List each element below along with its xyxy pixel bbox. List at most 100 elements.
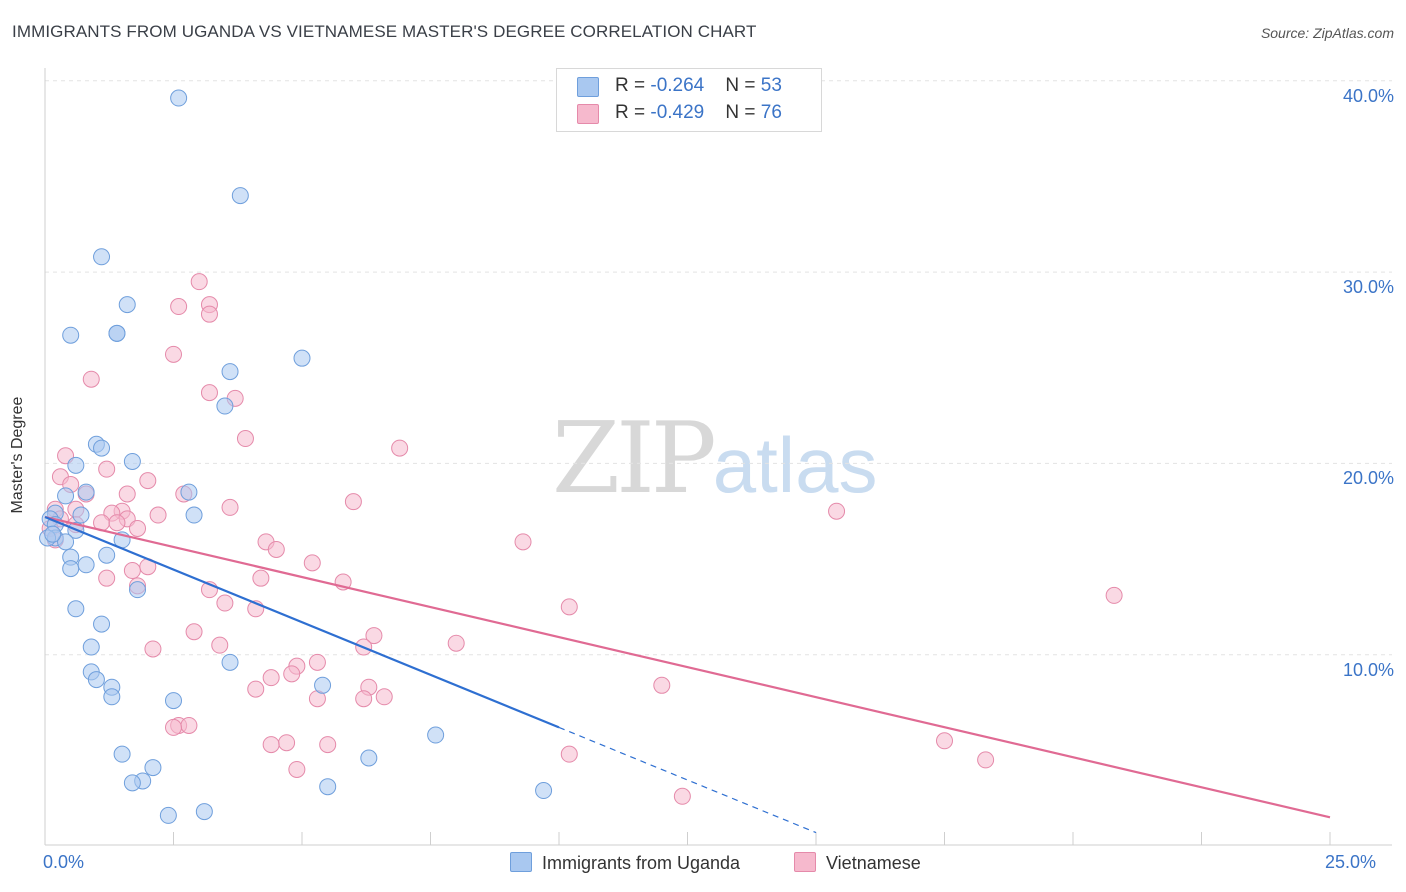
chart-title: IMMIGRANTS FROM UGANDA VS VIETNAMESE MAS…: [12, 22, 757, 41]
y-axis-label: Master's Degree: [9, 396, 26, 514]
vietnamese-point: [236, 430, 254, 448]
vietnamese-point: [185, 623, 203, 641]
vietnamese-point: [560, 745, 578, 763]
bottom-legend-swatch-uganda: [510, 852, 532, 872]
vietnamese-point: [108, 514, 126, 532]
uganda-point: [216, 397, 234, 415]
uganda-point: [221, 363, 239, 381]
vietnamese-point: [303, 554, 321, 572]
legend-swatch-vietnamese: [577, 104, 599, 124]
legend-r-label: R =: [615, 75, 651, 96]
uganda-point: [93, 439, 111, 457]
uganda-point: [185, 506, 203, 524]
vietnamese-point: [560, 598, 578, 616]
uganda-point: [231, 187, 249, 205]
vietnamese-point: [319, 736, 337, 754]
vietnamese-point: [200, 305, 218, 323]
uganda-point: [123, 452, 141, 470]
uganda-point: [62, 560, 80, 578]
source-label: Source: ZipAtlas.com: [1260, 25, 1394, 41]
vietnamese-point: [200, 384, 218, 402]
uganda-point: [165, 692, 182, 710]
uganda-point: [118, 296, 136, 314]
vietnamese-point: [365, 627, 383, 645]
vietnamese-point: [673, 787, 691, 805]
vietnamese-point: [375, 688, 393, 706]
vietnamese-point: [190, 273, 208, 291]
uganda-trend-line-extension: [558, 726, 817, 834]
vietnamese-point: [180, 716, 198, 734]
uganda-point: [293, 349, 311, 367]
vietnamese-point: [447, 634, 465, 652]
vietnamese-point: [936, 732, 953, 750]
uganda-point: [170, 89, 188, 107]
legend-n-value-uganda: 53: [760, 75, 782, 96]
vietnamese-point: [129, 519, 147, 537]
vietnamese-point: [653, 676, 671, 694]
vietnamese-point: [278, 734, 296, 752]
uganda-point: [67, 456, 85, 474]
vietnamese-point: [828, 502, 846, 520]
legend-n-label: N =: [725, 102, 761, 123]
vietnamese-point: [149, 506, 167, 524]
bottom-legend-uganda: Immigrants from Uganda: [510, 852, 740, 874]
vietnamese-point: [252, 569, 270, 587]
vietnamese-point: [267, 540, 285, 558]
axes: [44, 68, 1392, 846]
uganda-point: [103, 688, 121, 706]
uganda-point: [93, 615, 111, 633]
vietnamese-point: [82, 370, 100, 388]
uganda-point: [180, 483, 198, 501]
uganda-point: [113, 745, 131, 763]
uganda-point: [77, 483, 95, 501]
vietnamese-point: [283, 665, 301, 683]
vietnamese-point: [977, 751, 995, 769]
vietnamese-point: [355, 690, 373, 708]
legend-r-value-vietnamese: -0.429: [650, 102, 705, 123]
x-tick-label-min: 0.0%: [43, 852, 85, 872]
vietnamese-points: [41, 273, 1123, 805]
legend-n-value-vietnamese: 76: [760, 102, 782, 123]
uganda-point: [535, 782, 553, 800]
legend-r-label: R =: [615, 102, 651, 123]
vietnamese-point: [262, 669, 280, 687]
y-tick-label-40: 40.0%: [1342, 86, 1394, 106]
vietnamese-point: [1105, 586, 1123, 604]
vietnamese-point: [123, 562, 141, 580]
uganda-points: [39, 89, 553, 824]
bottom-legend-swatch-vietnamese: [794, 852, 816, 872]
uganda-point: [98, 546, 116, 564]
vietnamese-point: [344, 493, 362, 511]
vietnamese-point: [98, 460, 116, 478]
vietnamese-point: [118, 485, 136, 503]
correlation-legend: R = -0.264 N = 53 R = -0.429 N = 76: [556, 68, 822, 132]
watermark-atlas: atlas: [712, 421, 878, 509]
uganda-point: [360, 749, 378, 767]
trend-lines: [44, 515, 1331, 834]
uganda-point: [44, 525, 62, 543]
uganda-point: [72, 506, 90, 524]
vietnamese-point: [514, 533, 532, 551]
x-tick-label-max: 25.0%: [1325, 852, 1377, 872]
bottom-legend-label-vietnamese: Vietnamese: [826, 853, 921, 873]
uganda-point: [195, 803, 213, 821]
uganda-point: [319, 778, 337, 796]
y-tick-label-10: 10.0%: [1342, 660, 1394, 680]
uganda-point: [427, 726, 445, 744]
uganda-point: [159, 806, 177, 824]
watermark-zip: ZIP: [552, 402, 717, 516]
vietnamese-point: [262, 736, 280, 754]
vietnamese-point: [247, 680, 265, 698]
vietnamese-point: [144, 640, 162, 658]
uganda-point: [57, 533, 75, 551]
y-tick-label-30: 30.0%: [1342, 277, 1394, 297]
uganda-point: [62, 326, 80, 344]
uganda-point: [144, 759, 162, 777]
vietnamese-point: [216, 594, 234, 612]
uganda-point: [129, 581, 147, 599]
uganda-point: [123, 774, 141, 792]
vietnamese-point: [288, 760, 306, 778]
legend-r-value-uganda: -0.264: [650, 75, 705, 96]
legend-n-label: N =: [725, 75, 761, 96]
